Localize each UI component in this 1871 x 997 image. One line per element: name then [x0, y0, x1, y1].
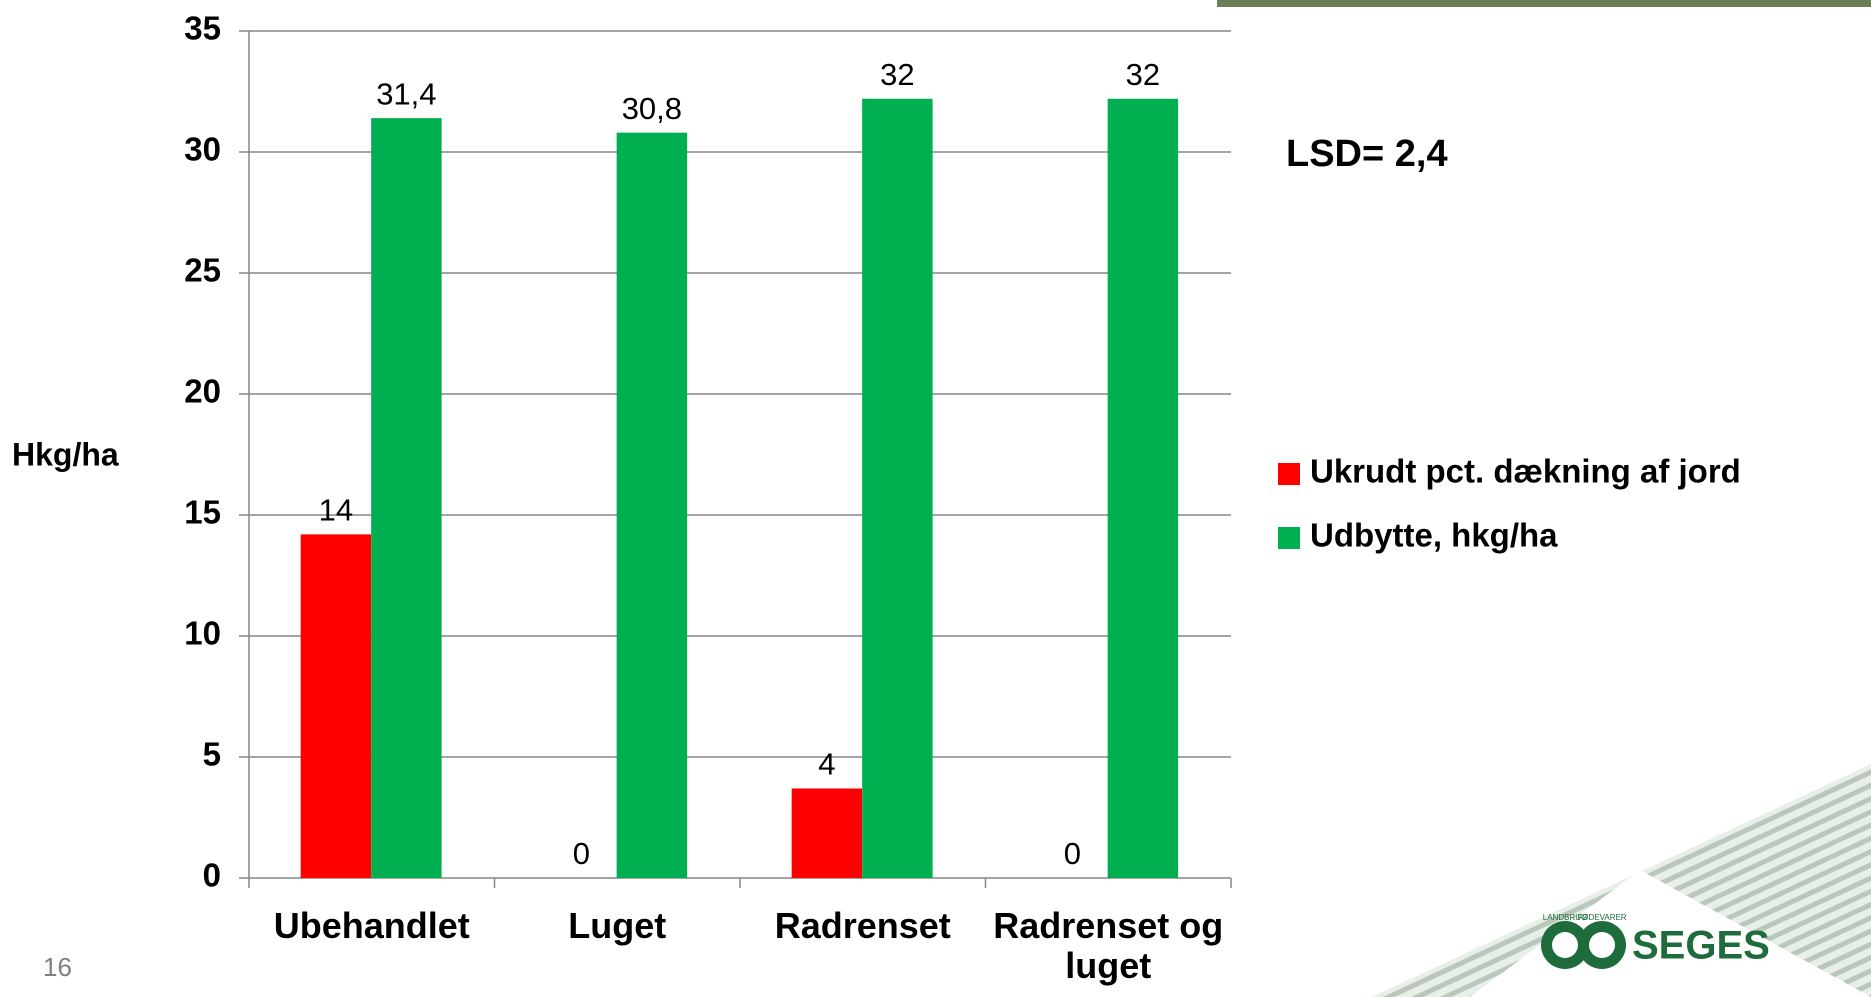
- legend-swatch: [1278, 527, 1300, 549]
- bar: [371, 118, 442, 879]
- bar: [791, 788, 863, 878]
- data-label: 4: [818, 747, 835, 782]
- x-tick-label: Radrenset: [774, 905, 951, 946]
- legend-swatch: [1278, 463, 1300, 485]
- legend-label: Ukrudt pct. dækning af jord: [1310, 453, 1741, 490]
- y-tick-label: 15: [184, 494, 221, 531]
- logo-text: SEGES: [1632, 924, 1770, 968]
- data-label: 32: [1126, 57, 1160, 92]
- data-label: 14: [319, 493, 353, 528]
- x-tick-label: Radrenset og luget: [993, 905, 1224, 986]
- logo-ring-inner: [1589, 932, 1615, 958]
- data-label: 0: [573, 836, 590, 871]
- data-label: 32: [880, 57, 914, 92]
- annotation: LSD= 2,4: [1286, 133, 1448, 175]
- bar: [616, 132, 688, 878]
- legend-label: Udbytte, hkg/ha: [1310, 517, 1558, 554]
- x-tick-label: Ubehandlet: [273, 905, 470, 946]
- y-tick-label: 30: [184, 131, 221, 168]
- photo-strip: [1217, 0, 1871, 7]
- y-tick-label: 0: [203, 857, 221, 894]
- y-tick-label: 20: [184, 373, 221, 410]
- data-label: 0: [1064, 836, 1081, 871]
- logo-bottom: FØDEVARER: [1577, 913, 1626, 922]
- y-tick-label: 10: [184, 615, 221, 652]
- bar: [1107, 98, 1179, 878]
- data-label: 30,8: [622, 91, 682, 126]
- logo: LANDBRUG FØDEVARER SEGES: [1541, 913, 1770, 969]
- data-label: 31,4: [376, 76, 436, 111]
- y-tick-label: 25: [184, 252, 221, 289]
- logo-top: LANDBRUG: [1543, 913, 1587, 922]
- y-axis-label: Hkg/ha: [12, 436, 119, 472]
- bar: [862, 98, 933, 878]
- y-tick-label: 5: [203, 736, 221, 773]
- x-tick-label: Luget: [568, 905, 667, 946]
- logo-ring-inner: [1552, 932, 1578, 958]
- slide-number: 16: [43, 952, 72, 982]
- y-tick-label: 35: [184, 10, 221, 47]
- bar: [300, 534, 372, 878]
